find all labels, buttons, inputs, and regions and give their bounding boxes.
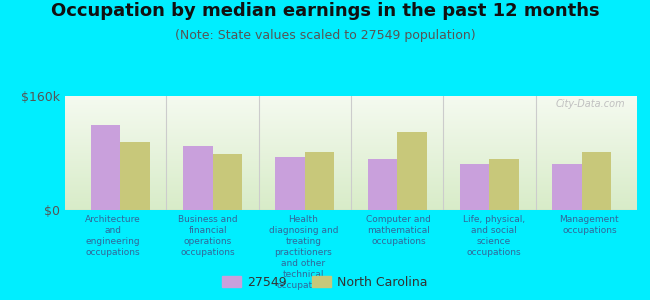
Text: Computer and
mathematical
occupations: Computer and mathematical occupations [366,214,431,246]
Text: Life, physical,
and social
science
occupations: Life, physical, and social science occup… [463,214,525,257]
Bar [460,164,489,210]
Bar [582,152,611,210]
Legend: 27549, North Carolina: 27549, North Carolina [218,271,432,294]
Text: Health
diagnosing and
treating
practitioners
and other
technical
occupations: Health diagnosing and treating practitio… [268,214,338,290]
Text: Business and
financial
operations
occupations: Business and financial operations occupa… [178,214,238,257]
Text: Management
occupations: Management occupations [560,214,619,235]
Bar [183,146,213,210]
Bar [489,159,519,210]
Bar [368,159,397,210]
Text: Architecture
and
engineering
occupations: Architecture and engineering occupations [84,214,140,257]
Bar [91,124,120,210]
Bar [305,152,334,210]
Bar [552,164,582,210]
Bar [213,154,242,210]
Bar [397,132,426,210]
Bar [276,157,305,210]
Text: City-Data.com: City-Data.com [556,99,625,110]
Text: (Note: State values scaled to 27549 population): (Note: State values scaled to 27549 popu… [175,28,475,41]
Text: Occupation by median earnings in the past 12 months: Occupation by median earnings in the pas… [51,2,599,20]
Bar [120,142,150,210]
